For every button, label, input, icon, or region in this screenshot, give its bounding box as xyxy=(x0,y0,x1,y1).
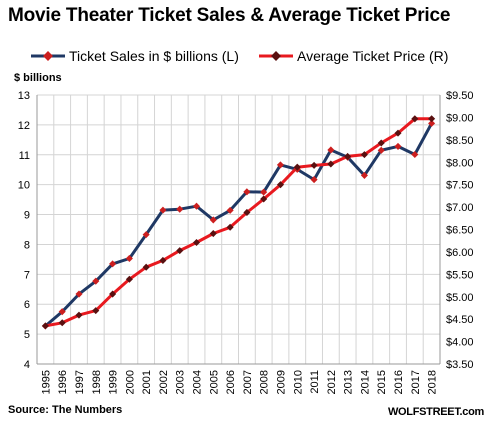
legend-label-ticket-sales: Ticket Sales in $ billions (L) xyxy=(69,48,239,64)
legend-label-ticket-price: Average Ticket Price (R) xyxy=(297,48,449,64)
data-point-ticket-price xyxy=(360,151,368,159)
x-tick-label: 2000 xyxy=(124,370,136,394)
data-point-ticket-sales xyxy=(176,205,184,213)
x-tick-label: 1996 xyxy=(57,370,69,394)
data-point-ticket-price xyxy=(58,319,66,327)
data-point-ticket-sales xyxy=(92,277,100,285)
y-right-tick-label: $3.50 xyxy=(446,359,474,371)
data-point-ticket-price xyxy=(176,247,184,255)
legend-swatch-ticket-price xyxy=(259,51,293,61)
x-tick-label: 2007 xyxy=(242,370,254,394)
credit-text: WOLFSTREET.com xyxy=(387,406,484,418)
x-tick-label: 1998 xyxy=(91,370,103,394)
left-axis-unit-label: $ billions xyxy=(14,72,62,84)
data-point-ticket-price xyxy=(310,161,318,169)
x-tick-label: 2012 xyxy=(326,370,338,394)
data-point-ticket-price xyxy=(209,229,217,238)
y-right-tick-label: $4.00 xyxy=(446,337,474,349)
y-right-tick-label: $6.50 xyxy=(446,225,474,237)
x-tick-label: 2011 xyxy=(309,370,321,394)
x-tick-label: 2004 xyxy=(192,370,204,394)
x-tick-label: 2016 xyxy=(393,370,405,394)
x-tick-label: 2001 xyxy=(141,370,153,394)
x-tick-label: 1995 xyxy=(40,370,52,394)
x-tick-label: 2018 xyxy=(427,370,439,394)
y-left-tick-label: 6 xyxy=(24,299,30,311)
data-point-ticket-sales xyxy=(428,119,436,127)
x-tick-label: 2015 xyxy=(376,370,388,394)
data-point-ticket-price xyxy=(394,129,402,137)
y-left-tick-label: 7 xyxy=(24,269,30,281)
y-left-tick-label: 8 xyxy=(24,239,30,251)
y-right-tick-label: $8.50 xyxy=(446,135,474,147)
x-tick-label: 2010 xyxy=(292,370,304,394)
y-left-tick-label: 10 xyxy=(18,180,30,192)
data-point-ticket-price xyxy=(411,115,419,123)
y-right-tick-label: $4.50 xyxy=(446,314,474,326)
data-point-ticket-sales xyxy=(377,146,385,154)
data-point-ticket-price xyxy=(92,307,100,315)
y-right-tick-label: $8.00 xyxy=(446,157,474,169)
data-point-ticket-price xyxy=(125,275,133,283)
data-point-ticket-price xyxy=(226,223,234,231)
data-point-ticket-sales xyxy=(276,161,284,169)
y-right-tick-label: $9.00 xyxy=(446,112,474,124)
data-point-ticket-sales xyxy=(243,188,251,196)
data-point-ticket-price xyxy=(159,256,167,264)
x-tick-label: 2002 xyxy=(158,370,170,394)
data-point-ticket-price xyxy=(428,115,436,123)
y-left-tick-label: 11 xyxy=(19,150,30,162)
data-point-ticket-sales xyxy=(125,254,133,262)
y-left-tick-label: 5 xyxy=(24,329,30,341)
x-tick-label: 2013 xyxy=(343,370,355,394)
data-point-ticket-price xyxy=(327,160,335,168)
x-tick-label: 2017 xyxy=(410,370,422,394)
y-right-tick-label: $7.50 xyxy=(446,180,474,192)
data-point-ticket-sales xyxy=(142,231,150,239)
series-line-ticket-price xyxy=(45,117,432,328)
y-right-tick-label: $6.00 xyxy=(446,247,474,259)
chart-title: Movie Theater Ticket Sales & Average Tic… xyxy=(8,5,451,26)
x-tick-label: 2009 xyxy=(275,370,287,394)
data-point-ticket-price xyxy=(276,181,285,189)
x-tick-label: 2014 xyxy=(359,370,371,394)
series-line-ticket-sales xyxy=(44,122,433,328)
data-point-ticket-sales xyxy=(327,146,335,154)
data-point-ticket-sales xyxy=(360,171,368,179)
x-tick-label: 2005 xyxy=(208,370,220,394)
x-tick-label: 1999 xyxy=(108,370,120,394)
data-point-ticket-sales xyxy=(260,188,268,196)
y-right-tick-label: $5.00 xyxy=(446,292,474,304)
data-point-ticket-price xyxy=(344,152,352,160)
y-left-tick-label: 9 xyxy=(24,210,30,222)
data-point-ticket-price xyxy=(109,290,117,298)
data-point-ticket-price xyxy=(260,195,268,203)
data-point-ticket-sales xyxy=(226,206,234,214)
data-point-ticket-price xyxy=(142,263,150,271)
data-point-ticket-sales xyxy=(75,290,83,298)
source-note: Source: The Numbers xyxy=(8,404,123,416)
x-tick-label: 2003 xyxy=(175,370,187,394)
data-point-ticket-sales xyxy=(394,142,402,150)
y-left-tick-label: 12 xyxy=(18,120,30,132)
y-left-tick-label: 13 xyxy=(18,90,30,102)
data-point-ticket-sales xyxy=(159,206,167,214)
y-left-tick-label: 4 xyxy=(24,359,30,371)
x-tick-label: 2008 xyxy=(259,370,271,394)
y-right-tick-label: $5.50 xyxy=(446,269,474,281)
x-tick-label: 2006 xyxy=(225,370,237,394)
x-tick-label: 1997 xyxy=(74,370,86,394)
data-point-ticket-sales xyxy=(411,150,419,159)
y-right-tick-label: $9.50 xyxy=(446,90,474,102)
data-point-ticket-price xyxy=(377,139,385,147)
legend-swatch-ticket-sales xyxy=(31,51,65,61)
y-right-tick-label: $7.00 xyxy=(446,202,474,214)
data-point-ticket-sales xyxy=(310,176,318,184)
legend-item-ticket-price: Average Ticket Price (R) xyxy=(258,46,448,66)
legend-item-ticket-sales: Ticket Sales in $ billions (L) xyxy=(30,46,239,66)
